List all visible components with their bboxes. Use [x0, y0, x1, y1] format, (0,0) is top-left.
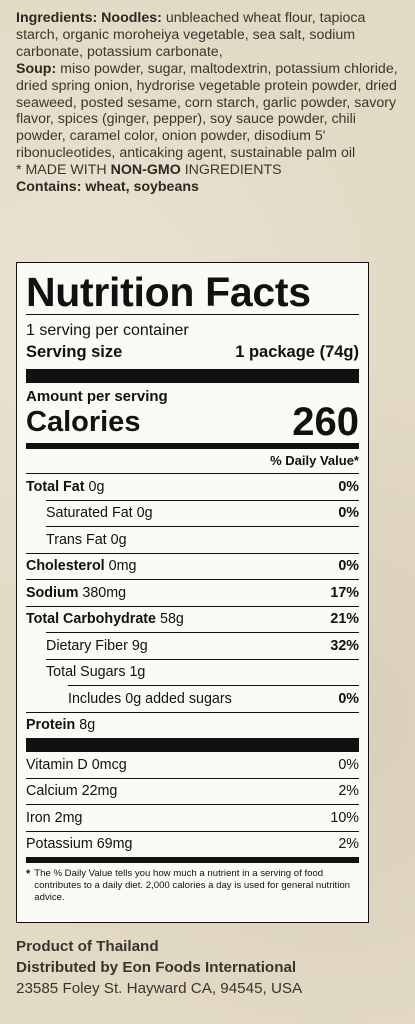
nutrient-row-sodium: Sodium 380mg 17%	[26, 579, 359, 606]
vitamin-row-iron: Iron 2mg 10%	[26, 804, 359, 831]
serving-size-row: Serving size 1 package (74g)	[26, 341, 359, 363]
calories-label: Calories	[26, 406, 141, 438]
allergen-statement: Contains: wheat, soybeans	[16, 179, 199, 196]
nutrient-row-cholesterol: Cholesterol 0mg 0%	[26, 552, 359, 580]
nutrient-row-protein: Protein 8g	[26, 711, 359, 739]
nutrient-row-dietary-fiber: Dietary Fiber 9g 32%	[46, 632, 359, 659]
distributor: Distributed by Eon Foods International	[16, 959, 297, 976]
ingredients-label: Ingredients:	[16, 10, 98, 26]
calories-row: Calories 260	[26, 400, 359, 444]
daily-value-footnote: * The % Daily Value tells you how much a…	[26, 868, 350, 903]
distributor-address: 23585 Foley St. Hayward CA, 94545, USA	[16, 980, 303, 997]
nutrient-row-total-carbohydrate: Total Carbohydrate 58g 21%	[26, 605, 359, 633]
non-gmo-note: * MADE WITH NON-GMO INGREDIENTS	[16, 162, 282, 179]
country-of-origin: Product of Thailand	[16, 938, 159, 955]
nutrient-row-trans-fat: Trans Fat 0g	[46, 526, 359, 553]
vitamin-row-calcium: Calcium 22mg 2%	[26, 777, 359, 805]
serving-size-label: Serving size	[26, 343, 123, 361]
nutrient-row-total-sugars: Total Sugars 1g	[46, 658, 359, 686]
vitamin-row-potassium: Potassium 69mg 2%	[26, 830, 359, 858]
servings-per-container: 1 serving per container	[26, 322, 189, 339]
nutrient-row-total-fat: Total Fat 0g 0%	[26, 473, 359, 500]
calories-value: 260	[292, 400, 359, 444]
serving-size-value: 1 package (74g)	[235, 343, 359, 361]
soup-label: Soup:	[16, 60, 57, 77]
nutrient-row-added-sugars: Includes 0g added sugars 0%	[68, 685, 359, 712]
product-footer: Product of Thailand Distributed by Eon F…	[16, 936, 411, 999]
soup-ingredients: miso powder, sugar, maltodextrin, potass…	[16, 60, 398, 162]
amount-per-serving: Amount per serving	[26, 388, 168, 405]
nutrition-facts-panel: Nutrition Facts 1 serving per container …	[16, 262, 369, 923]
vitamin-row-vitamin-d: Vitamin D 0mcg 0%	[26, 756, 359, 773]
daily-value-header: % Daily Value*	[270, 453, 359, 468]
noodles-ingredients: unbleached wheat flour, tapioca starch, …	[16, 10, 366, 60]
noodles-label: Noodles:	[101, 10, 162, 26]
ingredients-block: Ingredients: Noodles: unbleached wheat f…	[16, 10, 406, 196]
nutrition-facts-title: Nutrition Facts	[26, 269, 311, 315]
nutrient-row-saturated-fat: Saturated Fat 0g 0%	[46, 499, 359, 527]
